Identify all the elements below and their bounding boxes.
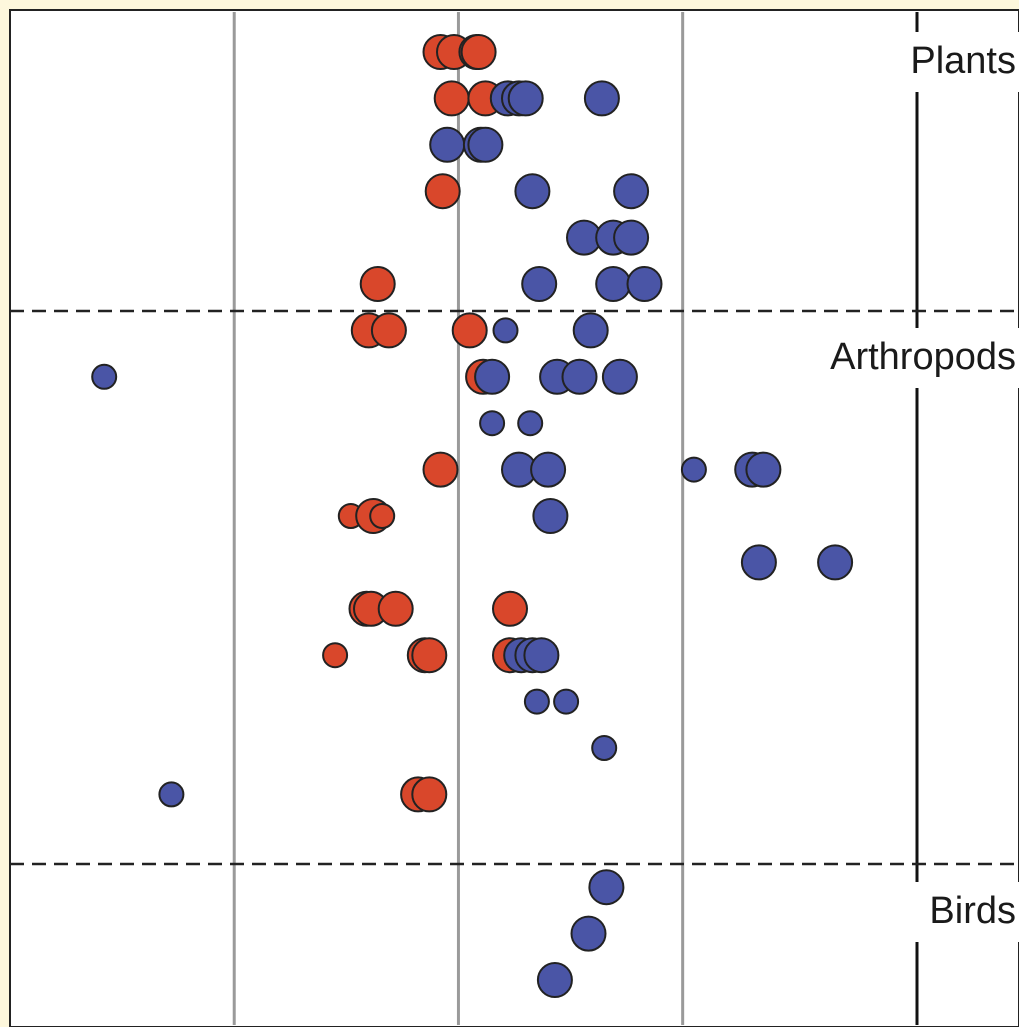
- data-point-red: [492, 590, 528, 627]
- data-point-blue: [536, 962, 573, 998]
- data-point-blue: [158, 781, 185, 808]
- data-point-blue: [613, 173, 650, 210]
- data-point-blue: [517, 410, 544, 437]
- data-point-blue: [492, 317, 519, 344]
- label-bg-birds: [912, 882, 1019, 942]
- data-point-blue: [626, 266, 663, 302]
- data-point-red: [411, 776, 448, 813]
- group-label-birds: Birds: [929, 890, 1016, 932]
- data-point-blue: [570, 915, 607, 952]
- data-point-red: [460, 34, 497, 70]
- data-point-red: [411, 637, 448, 674]
- data-point-blue: [740, 544, 777, 581]
- data-point-red: [451, 312, 488, 349]
- data-point-red: [433, 80, 470, 117]
- data-point-blue: [467, 126, 504, 163]
- data-point-blue: [613, 219, 650, 256]
- group-label-arthropods: Arthropods: [830, 336, 1016, 378]
- data-point-blue: [474, 358, 511, 395]
- data-point-blue: [745, 451, 782, 488]
- data-point-blue: [523, 688, 550, 715]
- data-point-blue: [591, 735, 618, 761]
- data-point-blue: [429, 126, 466, 163]
- data-point-blue: [532, 498, 569, 534]
- series-blue: [91, 80, 854, 998]
- data-point-blue: [595, 266, 632, 302]
- data-point-red: [369, 503, 396, 529]
- data-point-red: [370, 312, 407, 349]
- data-point-blue: [523, 637, 560, 674]
- data-point-blue: [553, 688, 580, 715]
- data-point-red: [422, 451, 459, 488]
- data-point-red: [424, 173, 461, 210]
- plot-background: [10, 10, 1019, 1027]
- data-point-blue: [680, 456, 707, 483]
- data-point-blue: [507, 80, 544, 117]
- data-point-red: [322, 642, 349, 669]
- label-bg-arthropods: [798, 328, 1019, 388]
- data-point-blue: [601, 358, 638, 395]
- data-point-blue: [530, 451, 567, 488]
- data-point-blue: [817, 544, 854, 581]
- data-point-blue: [479, 410, 506, 437]
- data-point-blue: [572, 312, 609, 349]
- data-point-blue: [588, 869, 625, 906]
- group-label-plants: Plants: [910, 40, 1016, 82]
- data-point-blue: [514, 173, 551, 210]
- data-point-blue: [583, 80, 620, 117]
- data-point-red: [359, 266, 396, 302]
- data-point-blue: [521, 266, 558, 302]
- data-point-blue: [91, 363, 118, 390]
- data-point-blue: [561, 358, 598, 395]
- vertical-gridlines: [232, 12, 685, 1025]
- data-point-red: [377, 590, 414, 627]
- plot-border: [9, 9, 1019, 1027]
- label-bg-plants: [890, 32, 1019, 92]
